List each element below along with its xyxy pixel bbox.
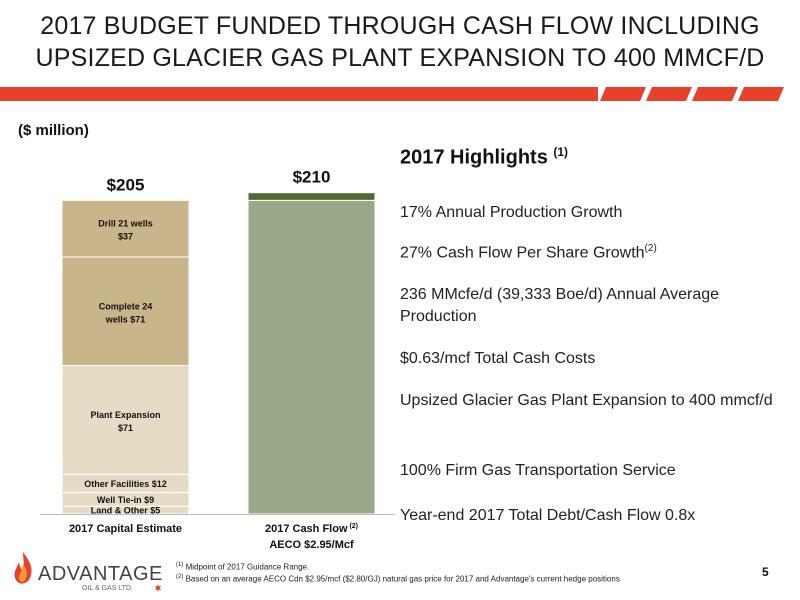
highlight-text: $0.63/mcf Total Cash Costs (400, 350, 596, 367)
highlight-text: Year-end 2017 Total Debt/Cash Flow 0.8x (400, 507, 696, 524)
footnote-2: (2) Based on an average AECO Cdn $2.95/m… (176, 574, 620, 584)
logo-name: ADVANTAGE (38, 563, 163, 585)
segment-label: Well Tie-in $9 (97, 495, 154, 505)
title-line-1: 2017 BUDGET FUNDED THROUGH CASH FLOW INC… (40, 12, 760, 40)
page-number: 5 (762, 565, 769, 579)
highlight-sup: (2) (644, 243, 657, 254)
highlight-text: 100% Firm Gas Transportation Service (400, 462, 676, 479)
category-label: 2017 Capital Estimate (69, 523, 182, 535)
maple-leaf-icon (154, 584, 162, 592)
highlight-item: 100% Firm Gas Transportation Service (400, 460, 790, 482)
segment-label: Plant Expansion (90, 410, 160, 420)
highlight-item: 17% Annual Production Growth (400, 202, 790, 224)
stripe-slash-2 (646, 87, 692, 101)
stripe-slash-4 (738, 87, 784, 101)
stripe-slash-1 (600, 87, 646, 101)
highlights-heading: 2017 Highlights (1) (400, 145, 568, 170)
logo-sub: OIL & GAS LTD. (82, 585, 133, 592)
highlight-item: 236 MMcfe/d (39,333 Boe/d) Annual Averag… (400, 284, 790, 328)
segment-label: wells $71 (105, 314, 146, 324)
footnote-1-marker: (1) (176, 562, 184, 568)
bar-segment (247, 199, 376, 515)
highlights-heading-sup: (1) (553, 145, 569, 159)
segment-label: $37 (118, 232, 133, 242)
category-sup: (2) (348, 523, 359, 530)
segment-label: Complete 24 (99, 301, 153, 311)
segment-label: Drill 21 wells (98, 219, 153, 229)
bar-segment (61, 256, 190, 367)
stripe-bar (0, 87, 598, 101)
title-line-2: UPSIZED GLACIER GAS PLANT EXPANSION TO 4… (35, 44, 765, 72)
highlight-item: Year-end 2017 Total Debt/Cash Flow 0.8x (400, 505, 790, 527)
bar-segment (61, 365, 190, 475)
highlight-item: $0.63/mcf Total Cash Costs (400, 348, 790, 370)
bar-total-label: $205 (107, 175, 145, 194)
footnote-1: (1) Midpoint of 2017 Guidance Range. (176, 562, 309, 572)
decorative-stripe (0, 87, 784, 101)
footnote-2-text: Based on an average AECO Cdn $2.95/mcf (… (185, 574, 620, 584)
highlight-text: Upsized Glacier Gas Plant Expansion to 4… (400, 392, 773, 409)
page-title: 2017 BUDGET FUNDED THROUGH CASH FLOW INC… (0, 10, 800, 74)
highlight-item: 27% Cash Flow Per Share Growth(2) (400, 238, 790, 264)
bar-segment (61, 199, 190, 258)
flame-icon (14, 552, 32, 584)
highlight-item: Upsized Glacier Gas Plant Expansion to 4… (400, 390, 790, 412)
stripe-slash-3 (692, 87, 738, 101)
segment-label: Other Facilities $12 (84, 479, 167, 489)
footnote-1-text: Midpoint of 2017 Guidance Range. (185, 562, 310, 572)
bar-total-label: $210 (293, 168, 331, 187)
unit-label: ($ million) (18, 122, 89, 139)
category-sub-label: AECO $2.95/Mcf (269, 539, 354, 551)
bar-segment (247, 192, 376, 201)
highlight-text: 17% Annual Production Growth (400, 204, 623, 221)
highlight-text: 27% Cash Flow Per Share Growth (400, 244, 645, 262)
highlights-heading-text: 2017 Highlights (400, 146, 548, 169)
segment-label: $71 (118, 423, 133, 433)
category-label: 2017 Cash Flow (2) (265, 523, 358, 535)
footnote-2-marker: (2) (176, 574, 184, 580)
highlight-text: 236 MMcfe/d (39,333 Boe/d) Annual Averag… (400, 286, 720, 325)
company-logo: ADVANTAGE OIL & GAS LTD. (8, 548, 168, 596)
segment-label: Land & Other $5 (91, 506, 161, 516)
